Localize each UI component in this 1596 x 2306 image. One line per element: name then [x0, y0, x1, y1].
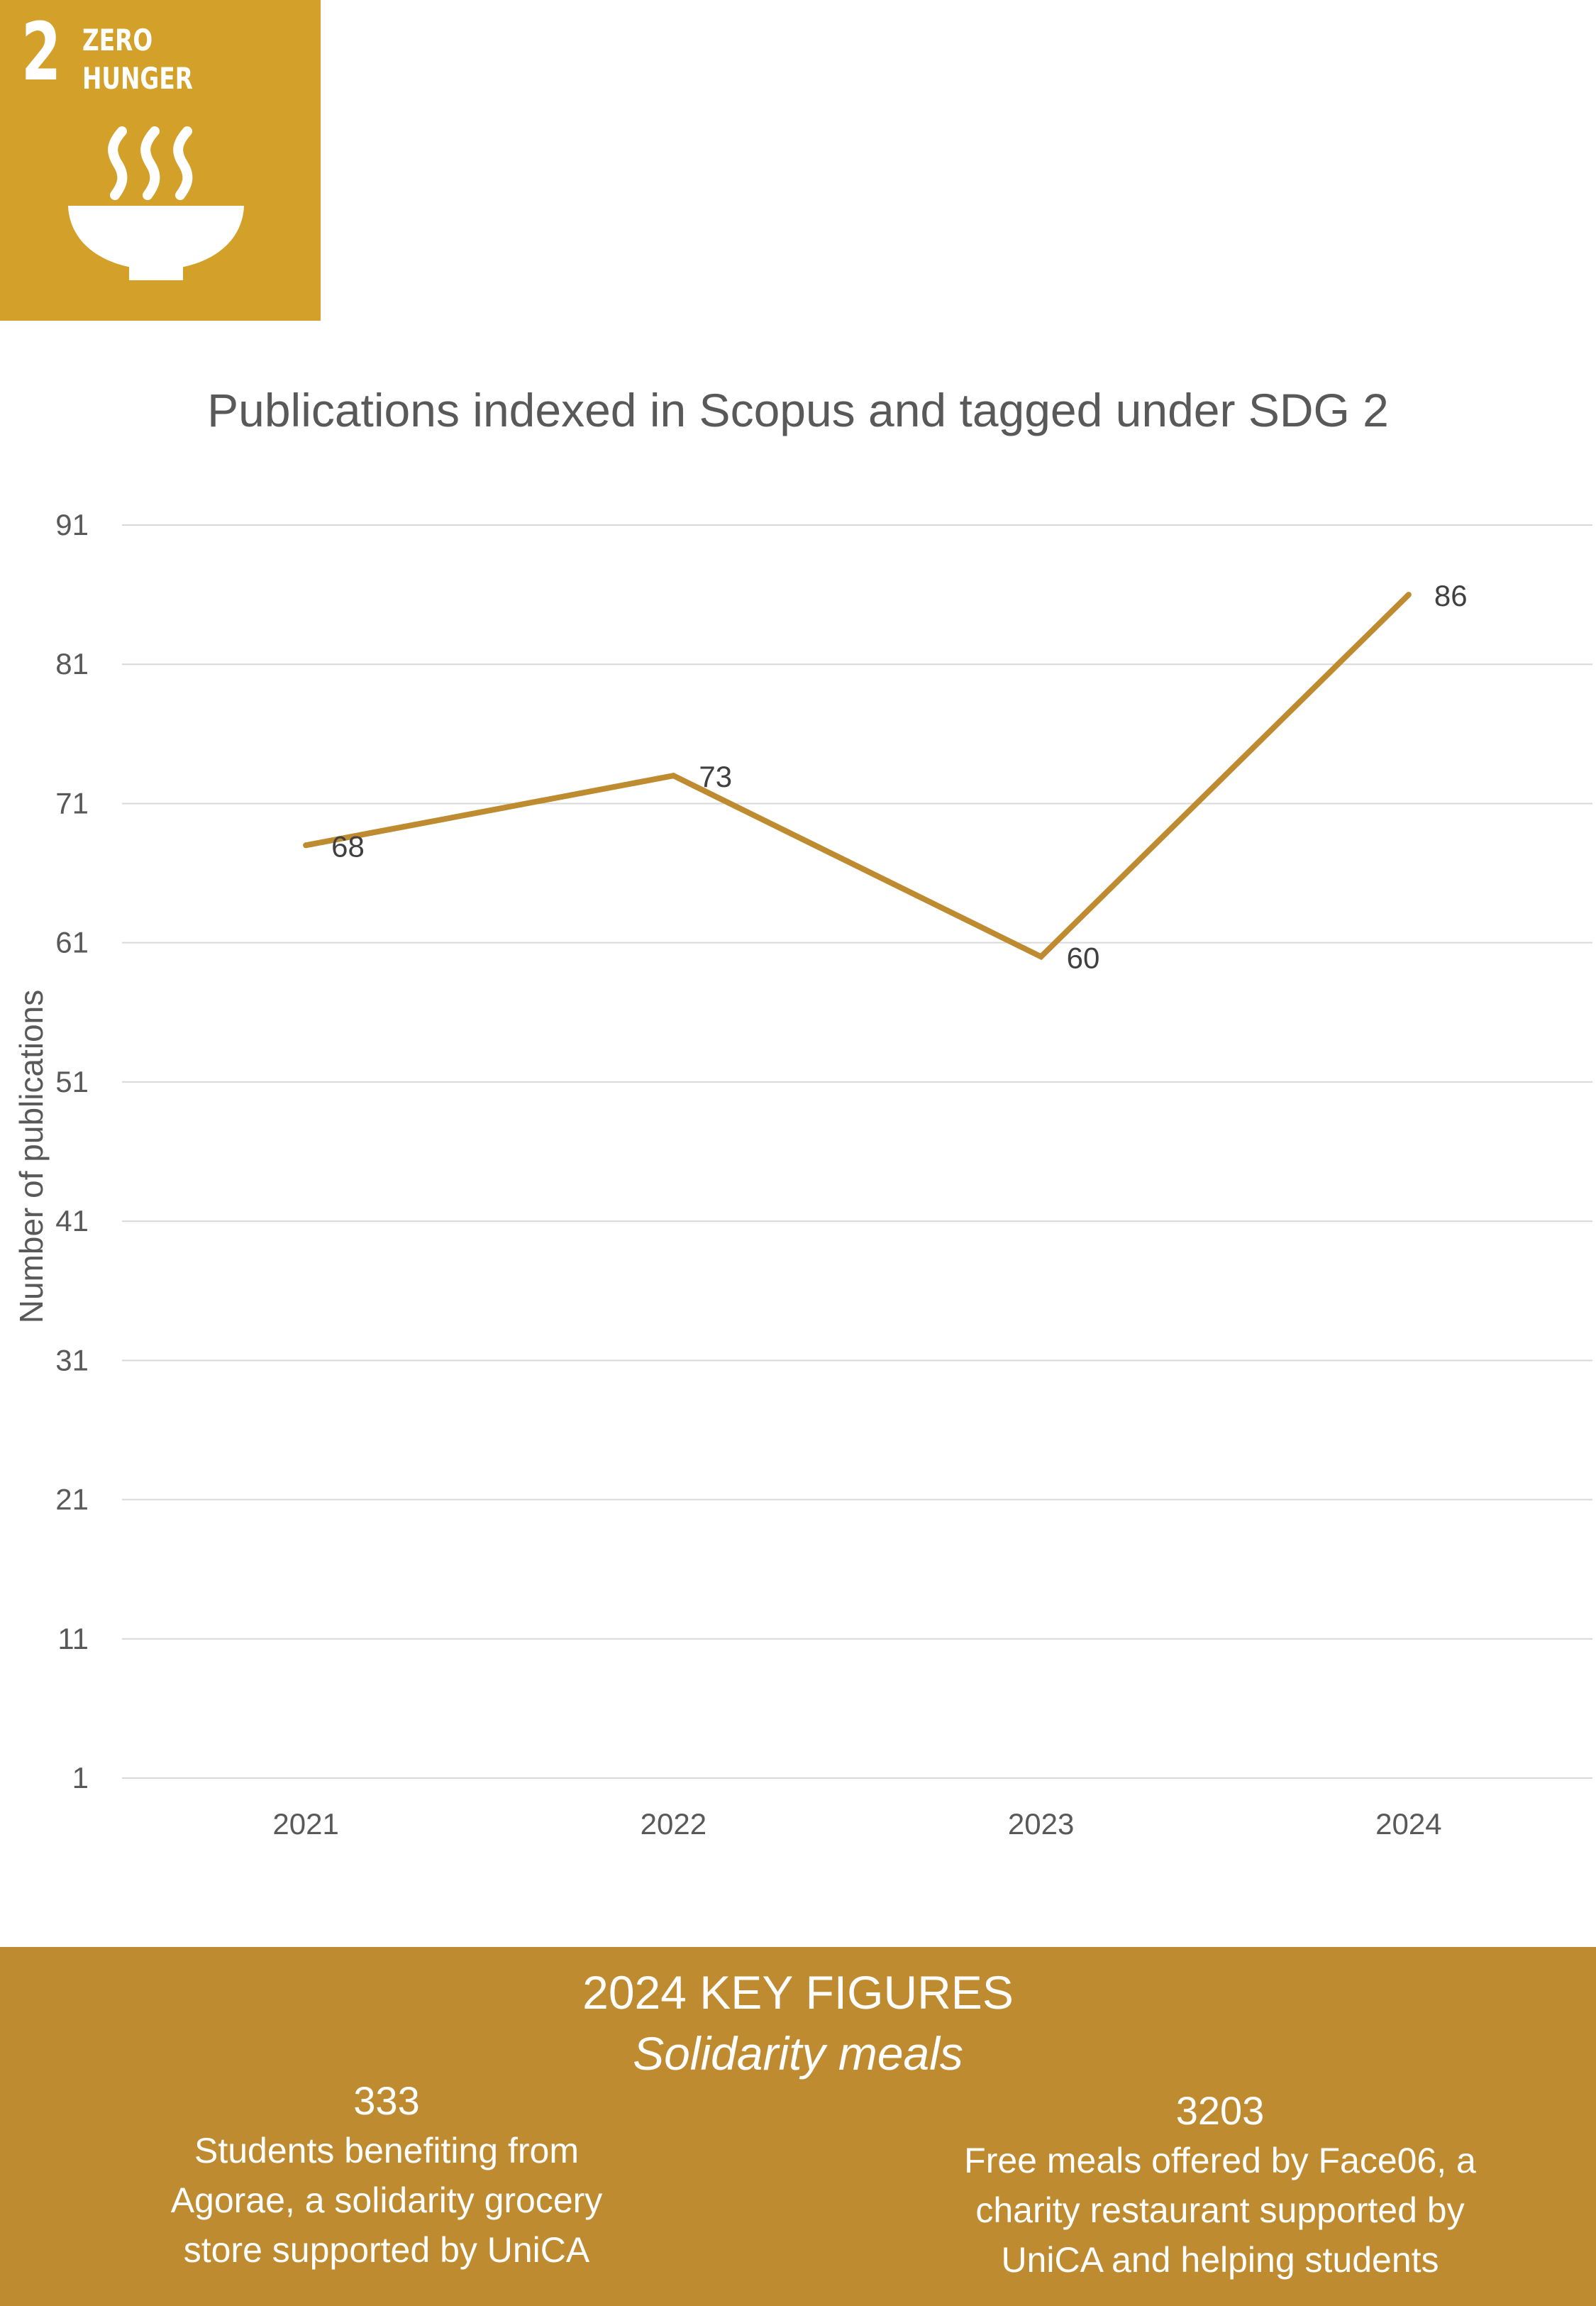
y-tick-label: 41 [55, 1204, 89, 1237]
sdg-title: ZERO HUNGER [82, 21, 193, 98]
data-label: 60 [1067, 941, 1100, 974]
key-figures-subheading: Solidarity meals [633, 2027, 963, 2080]
y-tick-label: 21 [55, 1483, 89, 1516]
x-tick-label: 2024 [1375, 1807, 1441, 1841]
data-point [1038, 954, 1044, 960]
key-figures-panel: 2024 KEY FIGURES Solidarity meals 333 St… [0, 1947, 1596, 2306]
y-tick-label: 1 [72, 1761, 89, 1794]
soup-bowl-icon [68, 126, 244, 280]
x-tick-label: 2022 [641, 1807, 706, 1841]
y-tick-label: 91 [55, 508, 89, 541]
series-line [305, 592, 1411, 961]
sdg-title-line-2: HUNGER [82, 61, 193, 96]
key-figure-value: 333 [353, 2078, 420, 2123]
data-label: 68 [331, 829, 365, 863]
data-label: 86 [1434, 579, 1468, 612]
key-figure-face06: 3203 Free meals offered by Face06, a cha… [901, 2086, 1539, 2285]
y-tick-label: 51 [55, 1065, 89, 1098]
data-point [303, 842, 309, 849]
key-figures-heading: 2024 KEY FIGURES [582, 1966, 1014, 2019]
x-tick-label: 2021 [272, 1807, 338, 1841]
y-tick-label: 71 [55, 786, 89, 820]
sdg-badge: 2 ZERO HUNGER [0, 0, 321, 321]
key-figure-value: 3203 [1175, 2088, 1265, 2133]
key-figure-description: Free meals offered by Face06, a charity … [964, 2141, 1476, 2280]
y-tick-label: 11 [57, 1622, 89, 1655]
y-tick-label: 31 [55, 1343, 89, 1377]
x-tick-label: 2023 [1008, 1807, 1074, 1841]
data-point [670, 773, 677, 779]
data-label: 73 [699, 760, 732, 793]
sdg-number: 2 [21, 6, 62, 99]
y-tick-label: 61 [55, 926, 89, 959]
data-point [1405, 592, 1412, 598]
chart-title: Publications indexed in Scopus and tagge… [207, 384, 1389, 436]
key-figure-agorae: 333 Students benefiting from Agorae, a s… [99, 2076, 674, 2275]
y-tick-label: 81 [55, 647, 89, 680]
sdg-title-line-1: ZERO [82, 23, 153, 57]
key-figure-description: Students benefiting from Agorae, a solid… [170, 2131, 603, 2270]
